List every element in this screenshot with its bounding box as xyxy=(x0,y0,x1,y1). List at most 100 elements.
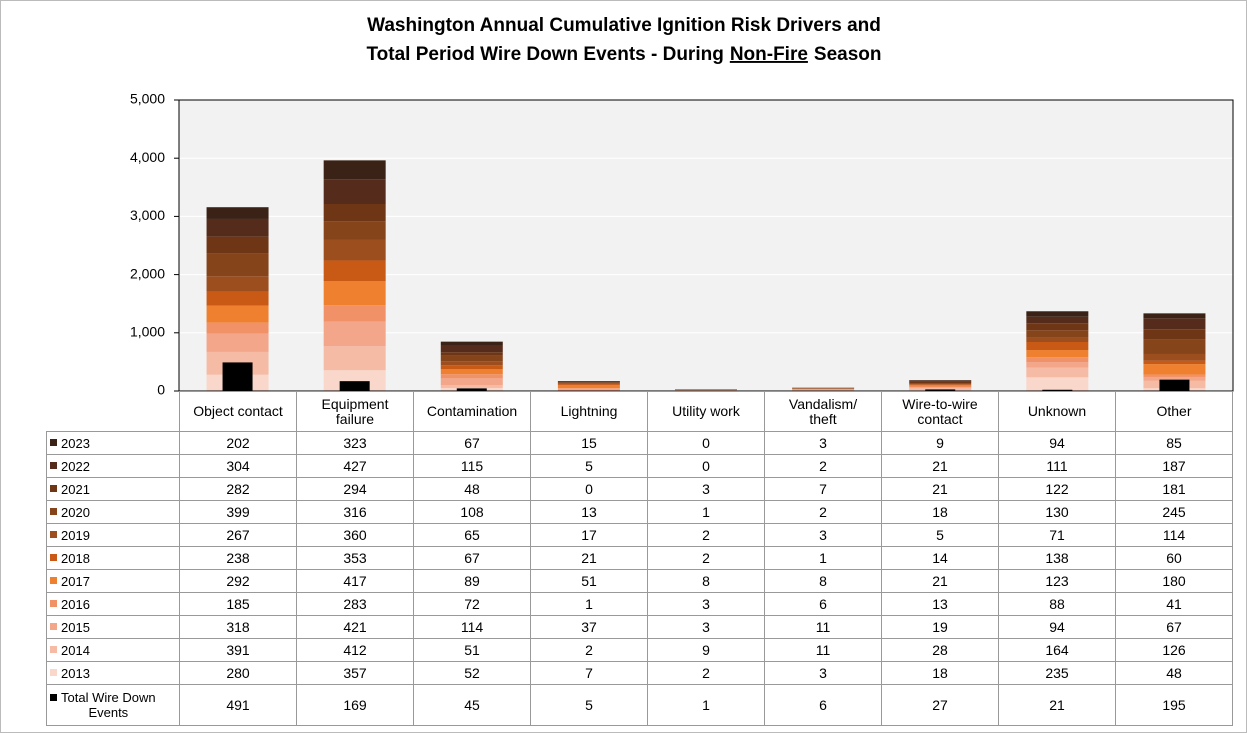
bar-segment xyxy=(1026,341,1089,351)
value-cell: 1 xyxy=(764,546,882,570)
bar-segment xyxy=(440,365,503,370)
bar-segment xyxy=(206,207,269,219)
bar-segment xyxy=(440,345,503,353)
value-cell: 11 xyxy=(764,615,882,639)
bar-segment xyxy=(909,384,972,386)
bar-segment xyxy=(323,260,386,282)
corner-cell xyxy=(46,391,180,432)
legend-entry: 2013 xyxy=(49,666,179,681)
legend-entry: 2017 xyxy=(49,574,179,589)
table-header: Object contact Equipment failure Contamina… xyxy=(46,391,1233,432)
legend-swatch xyxy=(50,531,57,538)
value-cell: 169 xyxy=(296,684,414,726)
value-cell: 3 xyxy=(764,523,882,547)
value-cell: 181 xyxy=(1115,477,1233,501)
value-cell: 421 xyxy=(296,615,414,639)
value-cell: 130 xyxy=(998,500,1116,524)
value-cell: 52 xyxy=(413,661,531,685)
legend-entry: 2020 xyxy=(49,505,179,520)
category-label: Object contact xyxy=(179,391,297,432)
value-cell: 126 xyxy=(1115,638,1233,662)
legend-cell: 2014 xyxy=(46,638,180,662)
value-cell: 138 xyxy=(998,546,1116,570)
value-cell: 357 xyxy=(296,661,414,685)
legend-label: 2014 xyxy=(61,642,90,658)
legend-cell: Total Wire Down Events xyxy=(46,684,180,726)
value-cell: 412 xyxy=(296,638,414,662)
value-cell: 21 xyxy=(881,477,999,501)
value-cell: 0 xyxy=(647,454,765,478)
value-cell: 37 xyxy=(530,615,648,639)
value-cell: 13 xyxy=(881,592,999,616)
value-cell: 491 xyxy=(179,684,297,726)
value-cell: 185 xyxy=(179,592,297,616)
value-cell: 7 xyxy=(764,477,882,501)
y-tick-label: 2,000 xyxy=(130,265,165,281)
value-cell: 13 xyxy=(530,500,648,524)
bar-segment xyxy=(206,276,269,292)
table-row: 2020 399 316 108 13 1 2 18 130 245 xyxy=(46,500,1233,524)
legend-entry: 2015 xyxy=(49,620,179,635)
bar-segment xyxy=(323,281,386,306)
legend-cell: 2020 xyxy=(46,500,180,524)
value-cell: 94 xyxy=(998,615,1116,639)
value-cell: 21 xyxy=(998,684,1116,726)
bar-segment xyxy=(1143,376,1206,381)
y-tick-label: 1,000 xyxy=(130,324,165,340)
value-cell: 51 xyxy=(413,638,531,662)
overlay-bar xyxy=(456,388,487,391)
overlay-bar xyxy=(925,389,956,391)
value-cell: 2 xyxy=(647,546,765,570)
value-cell: 88 xyxy=(998,592,1116,616)
bar-segment xyxy=(1026,337,1089,342)
value-cell: 267 xyxy=(179,523,297,547)
bar-segment xyxy=(792,389,855,391)
table-row: 2014 391 412 51 2 9 11 28 164 126 xyxy=(46,638,1233,662)
value-cell: 5 xyxy=(530,454,648,478)
value-cell: 19 xyxy=(881,615,999,639)
legend-entry: 2023 xyxy=(49,436,179,451)
legend-cell: 2021 xyxy=(46,477,180,501)
value-cell: 21 xyxy=(530,546,648,570)
bar-segment xyxy=(1026,311,1089,317)
category-label: Contamination xyxy=(413,391,531,432)
legend-cell: 2018 xyxy=(46,546,180,570)
legend-swatch xyxy=(50,623,57,630)
legend-entry: 2016 xyxy=(49,597,179,612)
category-label: Lightning xyxy=(530,391,648,432)
bar-segment xyxy=(323,204,386,222)
y-tick-label: 5,000 xyxy=(130,91,165,107)
y-tick-label: 4,000 xyxy=(130,149,165,165)
value-cell: 115 xyxy=(413,454,531,478)
bar-segment xyxy=(440,341,503,346)
table-row: 2021 282 294 48 0 3 7 21 122 181 xyxy=(46,477,1233,501)
table-row: 2019 267 360 65 17 2 3 5 71 114 xyxy=(46,523,1233,547)
value-cell: 85 xyxy=(1115,431,1233,455)
value-cell: 67 xyxy=(413,546,531,570)
chart-title: Total Period Wire Down Events - During No… xyxy=(366,44,881,65)
legend-swatch xyxy=(50,694,57,701)
bar-segment xyxy=(557,388,620,391)
value-cell: 282 xyxy=(179,477,297,501)
overlay-bar xyxy=(1159,379,1190,391)
value-cell: 17 xyxy=(530,523,648,547)
overlay-bar xyxy=(1042,389,1073,391)
value-cell: 65 xyxy=(413,523,531,547)
value-cell: 318 xyxy=(179,615,297,639)
legend-label: Total Wire Down Events xyxy=(61,690,156,720)
value-cell: 27 xyxy=(881,684,999,726)
bar-segment xyxy=(440,369,503,375)
category-label: Other xyxy=(1115,391,1233,432)
value-cell: 18 xyxy=(881,661,999,685)
bar-segment xyxy=(323,305,386,322)
legend-cell: 2022 xyxy=(46,454,180,478)
bar-segment xyxy=(1143,313,1206,319)
value-cell: 67 xyxy=(1115,615,1233,639)
y-tick-label: 0 xyxy=(157,382,165,398)
value-cell: 245 xyxy=(1115,500,1233,524)
bar-segment xyxy=(440,378,503,386)
legend-label: 2021 xyxy=(61,481,90,497)
title-part: Non-Fire xyxy=(730,44,808,65)
legend-swatch xyxy=(50,554,57,561)
